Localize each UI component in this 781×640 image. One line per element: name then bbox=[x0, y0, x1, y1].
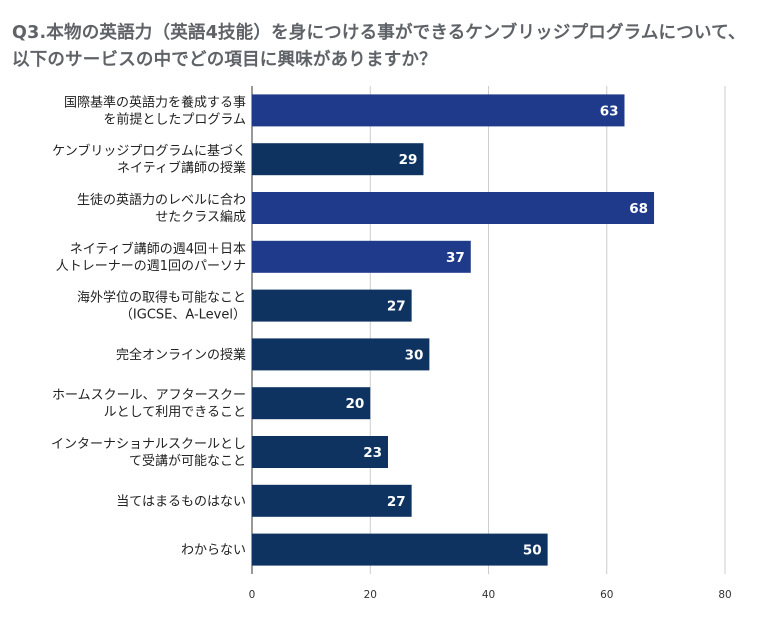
category-label: ホームスクール、アフタースクー bbox=[52, 388, 246, 403]
category-label: インターナショナルスクールとし bbox=[51, 437, 246, 452]
bar-value-label: 37 bbox=[446, 250, 465, 266]
bar bbox=[252, 143, 424, 176]
bar-value-label: 63 bbox=[600, 103, 619, 119]
bar bbox=[252, 387, 371, 420]
chart-title: Q3.本物の英語力（英語4技能）を身につける事ができるケンブリッジプログラムにつ… bbox=[12, 23, 746, 70]
bar-value-label: 20 bbox=[345, 396, 364, 412]
x-axis-ticks: 0 20 40 60 80 bbox=[249, 589, 732, 601]
category-label: ネイティブ講師の授業 bbox=[117, 160, 246, 176]
category-labels: 国際基準の英語力を養成する事を前提としたプログラムケンブリッジプログラムに基づく… bbox=[51, 94, 246, 558]
category-label: 当てはまるものはない bbox=[116, 494, 246, 509]
bar bbox=[252, 436, 388, 468]
category-label: ネイティブ講師の週4回＋日本 bbox=[70, 241, 246, 257]
category-label: て受講が可能なこと bbox=[129, 453, 246, 469]
x-tick-label: 40 bbox=[482, 589, 495, 601]
bar bbox=[252, 94, 625, 127]
bar bbox=[252, 192, 655, 224]
category-label: ケンブリッジプログラムに基づく bbox=[52, 143, 246, 159]
bar-value-label: 30 bbox=[405, 347, 424, 363]
category-label: せたクラス編成 bbox=[155, 209, 246, 225]
category-label: ルとして利用できること bbox=[104, 405, 246, 420]
x-tick-label: 80 bbox=[718, 589, 731, 601]
category-label: 海外学位の取得も可能なこと bbox=[77, 290, 246, 306]
x-tick-label: 20 bbox=[364, 589, 377, 601]
category-label: 国際基準の英語力を養成する事 bbox=[64, 94, 246, 110]
category-label: （IGCSE、A-Level） bbox=[120, 308, 246, 323]
category-label: 人トレーナーの週1回のパーソナ bbox=[56, 259, 246, 274]
bar bbox=[252, 484, 412, 517]
bar-value-label: 50 bbox=[523, 543, 542, 559]
bar-value-label: 27 bbox=[387, 299, 406, 315]
bar bbox=[252, 289, 412, 322]
x-tick-label: 0 bbox=[249, 589, 256, 601]
bar bbox=[252, 240, 471, 273]
category-label: 完全オンラインの授業 bbox=[116, 347, 246, 363]
bar-value-label: 68 bbox=[629, 201, 648, 217]
bar-value-label: 27 bbox=[387, 494, 406, 510]
bar bbox=[252, 338, 430, 371]
x-tick-label: 60 bbox=[600, 589, 613, 601]
bar-value-label: 23 bbox=[363, 445, 382, 461]
category-label: 生徒の英語力のレベルに合わ bbox=[77, 192, 246, 208]
category-label: を前提としたプログラム bbox=[103, 111, 246, 127]
category-label: わからない bbox=[181, 543, 246, 558]
bar bbox=[252, 533, 548, 566]
bars: 63 29 68 37 27 30 20 23 27 50 bbox=[252, 94, 655, 566]
bar-value-label: 29 bbox=[399, 152, 418, 168]
